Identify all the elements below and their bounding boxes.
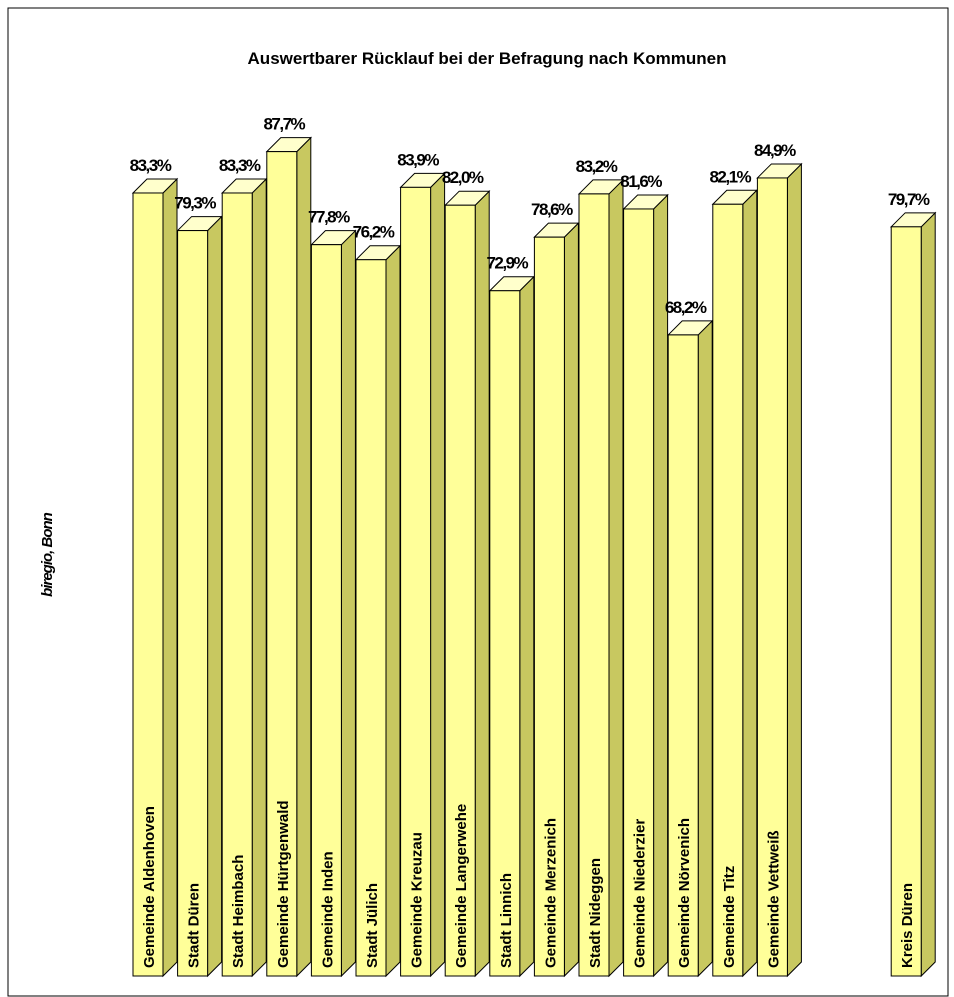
- bar-label: Stadt Düren: [186, 883, 203, 968]
- bar-label: Stadt Jülich: [364, 883, 381, 968]
- bar: [756, 177, 788, 977]
- bar-label: Stadt Linnich: [498, 873, 515, 968]
- bar-side: [519, 275, 535, 978]
- data-label: 72,9%: [486, 254, 528, 273]
- side-note: biregio, Bonn: [39, 512, 56, 596]
- data-label: 82,0%: [442, 168, 484, 187]
- bar: [533, 236, 565, 977]
- bar-side: [608, 178, 624, 978]
- data-label: 79,3%: [174, 194, 216, 213]
- bar: [667, 334, 699, 977]
- data-label: 87,7%: [263, 115, 305, 134]
- bar: [623, 208, 655, 977]
- data-label: 83,2%: [576, 157, 618, 176]
- chart-title: Auswertbarer Rücklauf bei der Befragung …: [248, 49, 727, 68]
- bar-side: [563, 221, 579, 978]
- data-label: 82,1%: [709, 167, 751, 186]
- bar-label: Gemeinde Nörvenich: [676, 818, 693, 968]
- data-label: 83,9%: [397, 150, 439, 169]
- bar-side: [430, 172, 446, 978]
- data-label: 77,8%: [308, 208, 350, 227]
- bar-side: [697, 319, 713, 978]
- bar: [132, 192, 164, 977]
- bar: [489, 290, 521, 977]
- bar-label: Gemeinde Langerwehe: [453, 804, 470, 968]
- bar: [221, 192, 253, 977]
- bar: [400, 186, 432, 977]
- bar-label: Stadt Nideggen: [587, 858, 604, 968]
- bar-side: [340, 229, 356, 978]
- bar-label: Gemeinde Vettweiß: [765, 830, 782, 968]
- bar-side: [162, 177, 178, 978]
- data-label: 79,7%: [888, 190, 930, 209]
- bar-side: [207, 215, 223, 978]
- bar-label: Gemeinde Aldenhoven: [141, 806, 158, 968]
- data-label: 76,2%: [353, 223, 395, 242]
- data-label: 83,3%: [130, 156, 172, 175]
- bar-side: [251, 177, 267, 978]
- bar: [712, 203, 744, 977]
- bar-label: Stadt Heimbach: [230, 855, 247, 968]
- bar: [444, 204, 476, 977]
- bar-label: Gemeinde Niederzier: [632, 819, 649, 968]
- bar-side: [786, 162, 802, 978]
- data-label: 78,6%: [531, 200, 573, 219]
- bar-side: [385, 244, 401, 978]
- bar: [310, 244, 342, 977]
- data-label: 83,3%: [219, 156, 261, 175]
- bar: [355, 259, 387, 977]
- bar: [890, 226, 922, 977]
- bar: [177, 230, 209, 977]
- bar-label: Gemeinde Merzenich: [542, 818, 559, 968]
- bar-label: Gemeinde Hürtgenwald: [275, 800, 292, 968]
- bar-label: Gemeinde Inden: [319, 851, 336, 968]
- data-label: 68,2%: [665, 298, 707, 317]
- bar: [578, 193, 610, 977]
- bar-side: [474, 189, 490, 978]
- bar-side: [296, 136, 312, 978]
- bar-label: Gemeinde Kreuzau: [409, 832, 426, 968]
- bar-side: [742, 189, 758, 978]
- bar-side: [920, 211, 936, 978]
- bar: [266, 151, 298, 977]
- data-label: 81,6%: [620, 172, 662, 191]
- bar-label: Gemeinde Titz: [721, 866, 738, 968]
- bar-label: Kreis Düren: [899, 883, 916, 968]
- data-label: 84,9%: [754, 141, 796, 160]
